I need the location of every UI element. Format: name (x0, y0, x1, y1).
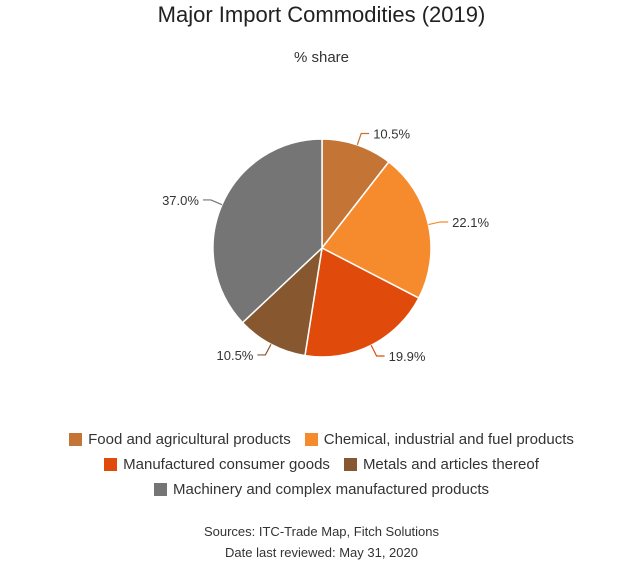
pie-chart: 10.5% 22.1% 19.9% 10.5% 37.0% (162, 127, 489, 364)
legend-item-chemical: Chemical, industrial and fuel products (304, 431, 574, 448)
leader-line-food (356, 132, 370, 146)
data-label-food: 10.5% (373, 127, 410, 142)
legend-swatch-machinery (154, 483, 167, 496)
date-reviewed-text: Date last reviewed: May 31, 2020 (225, 545, 418, 560)
chart-title: Major Import Commodities (2019) (157, 2, 486, 27)
leader-line-metals (257, 344, 272, 356)
data-label-chemical: 22.1% (452, 215, 489, 230)
legend-row: Food and agricultural products Chemical,… (0, 427, 643, 452)
legend-label-chemical: Chemical, industrial and fuel products (323, 431, 574, 448)
data-label-metals: 10.5% (217, 348, 254, 363)
legend-label-food: Food and agricultural products (88, 431, 291, 448)
pie-slice-consumer-goods (304, 246, 420, 358)
data-label-machinery: 37.0% (162, 193, 199, 208)
sources-text: Sources: ITC-Trade Map, Fitch Solutions (203, 524, 440, 539)
legend-swatch-food (69, 433, 83, 446)
legend-swatch-consumer-goods (104, 458, 118, 471)
legend-swatch-chemical (304, 433, 318, 446)
legend-label-consumer-goods: Manufactured consumer goods (123, 456, 330, 473)
legend-item-metals: Metals and articles thereof (343, 456, 539, 473)
legend-label-machinery: Machinery and complex manufactured produ… (173, 481, 489, 498)
chart-footer: Sources: ITC-Trade Map, Fitch Solutions … (0, 521, 643, 563)
legend-item-machinery: Machinery and complex manufactured produ… (154, 481, 489, 498)
legend-item-food: Food and agricultural products (69, 431, 291, 448)
pie-slice-metals (241, 245, 324, 357)
legend: Food and agricultural products Chemical,… (0, 427, 643, 502)
legend-label-metals: Metals and articles thereof (362, 456, 539, 473)
legend-item-consumer-goods: Manufactured consumer goods (104, 456, 330, 473)
leader-line-consumer-goods (370, 345, 385, 357)
pie-slice-food (321, 138, 390, 251)
legend-swatch-metals (343, 458, 357, 471)
chart-subtitle: % share (293, 49, 350, 66)
leader-line-chemical (428, 221, 449, 226)
legend-row: Machinery and complex manufactured produ… (0, 477, 643, 502)
leader-line-machinery (202, 199, 223, 206)
data-label-consumer-goods: 19.9% (389, 349, 426, 364)
legend-row: Manufactured consumer goods Metals and a… (0, 452, 643, 477)
